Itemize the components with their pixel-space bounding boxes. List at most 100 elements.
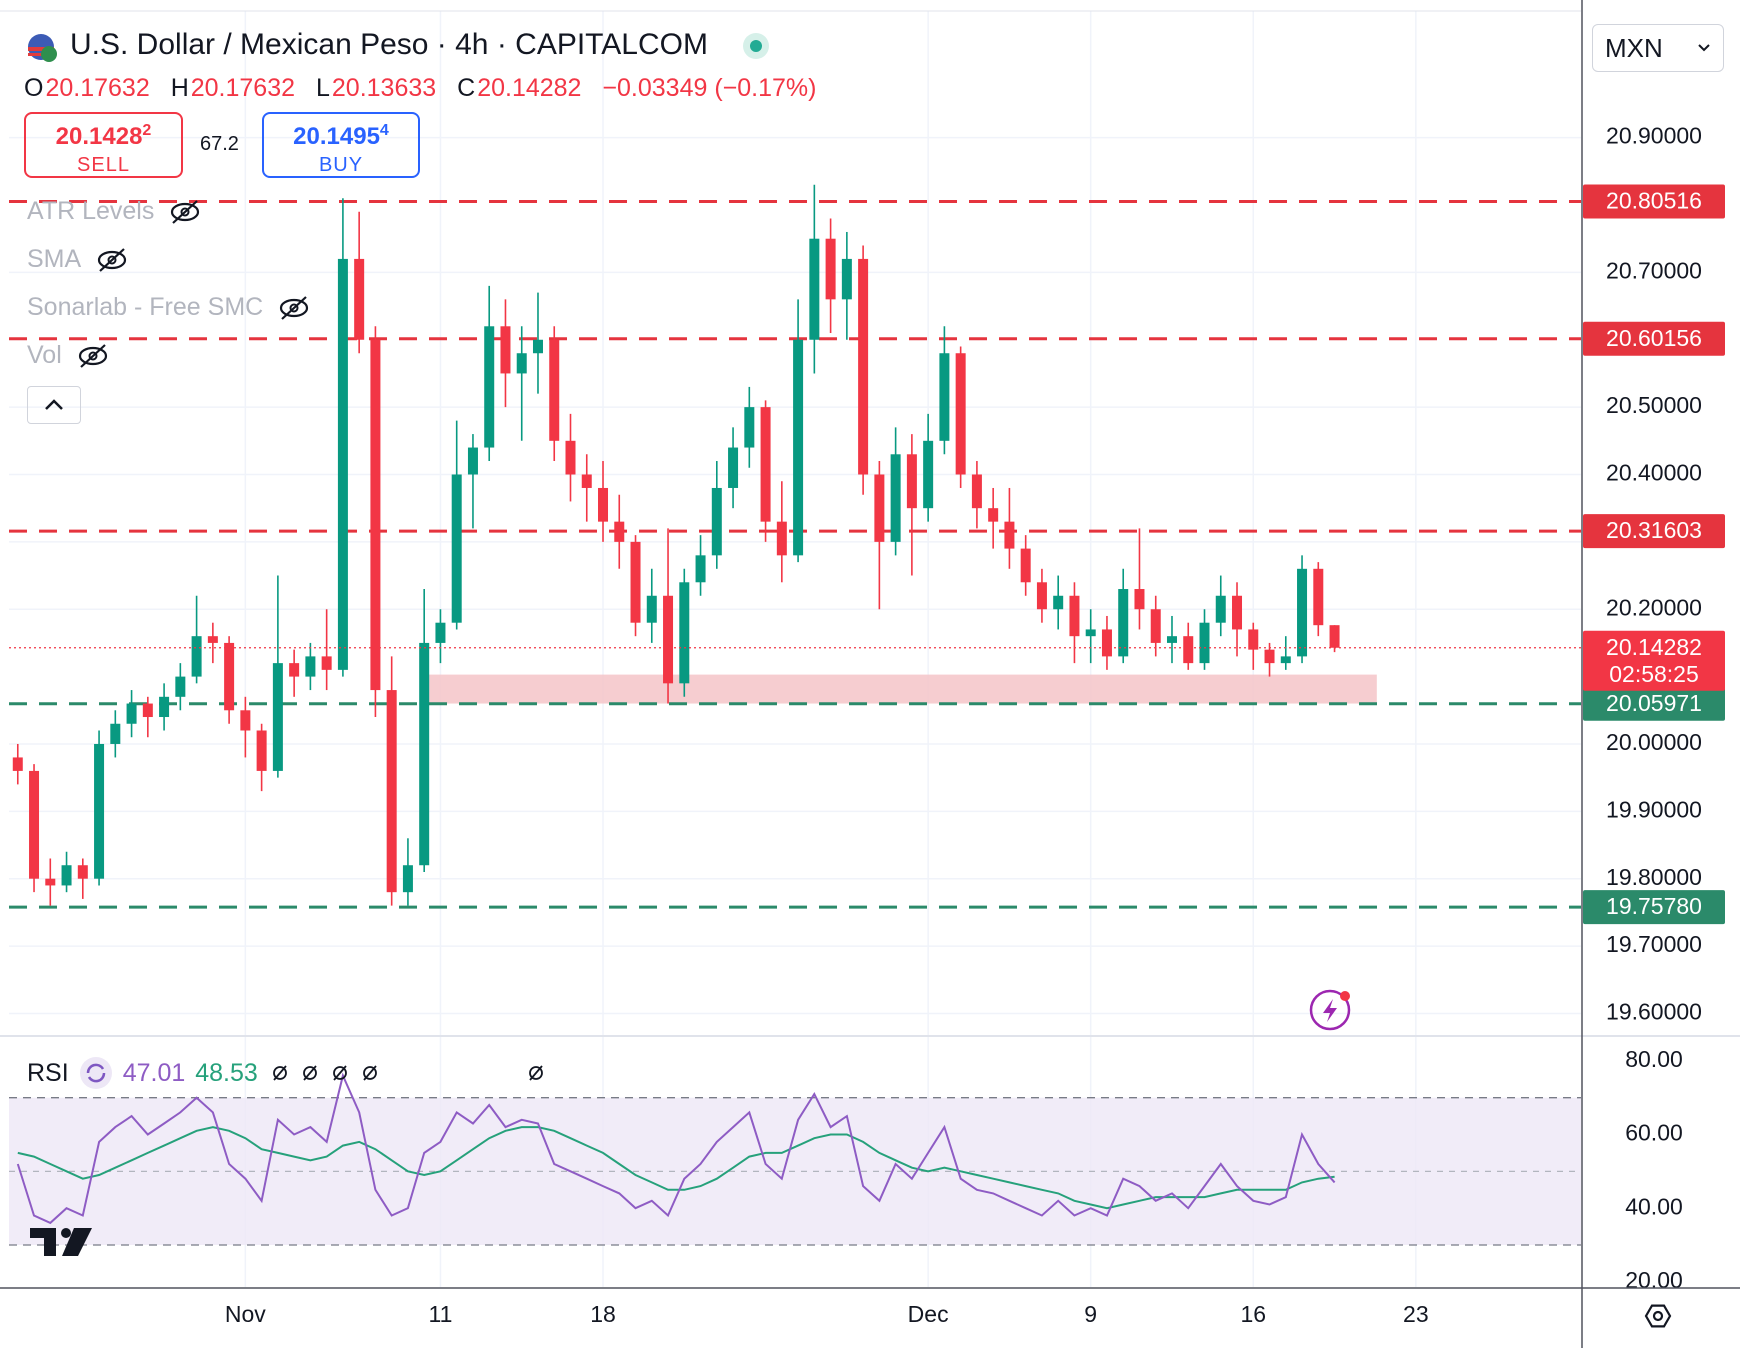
y-tick-label: 20.20000: [1606, 594, 1702, 620]
status-dot: [743, 33, 770, 60]
candle-body: [289, 663, 300, 677]
candle-body: [630, 541, 641, 623]
ohlc-value: 20.14282: [477, 74, 582, 102]
indicator-row[interactable]: Vol: [27, 341, 110, 370]
hidden-icon[interactable]: [95, 246, 129, 274]
candle-body: [516, 353, 527, 374]
ohlc-key: C: [457, 74, 476, 102]
hidden-icon[interactable]: [76, 342, 110, 370]
currency-select[interactable]: MXN: [1592, 24, 1724, 72]
buy-button[interactable]: 20.14954 BUY: [262, 112, 420, 178]
level-badge-label: 20.05971: [1606, 690, 1702, 716]
x-tick-label: Nov: [225, 1301, 266, 1327]
alert-icon[interactable]: [1309, 989, 1351, 1031]
indicator-row[interactable]: SMA: [27, 245, 129, 274]
x-tick-label: 18: [590, 1301, 616, 1327]
candle-body: [305, 656, 316, 677]
rsi-line: [16, 1072, 1336, 1225]
sell-pip: 2: [142, 122, 152, 139]
indicator-row[interactable]: ATR Levels: [27, 197, 202, 226]
candle-body: [1215, 595, 1226, 623]
x-tick-label: Dec: [908, 1301, 949, 1327]
level-badge: [1583, 686, 1725, 721]
y-tick-label: 20.40000: [1606, 460, 1702, 486]
hidden-icon[interactable]: [277, 294, 311, 322]
candle-body: [1118, 589, 1129, 657]
candle-body: [695, 555, 706, 583]
candle-body: [175, 676, 186, 697]
collapse-button[interactable]: [27, 386, 81, 424]
candle-body: [614, 521, 625, 542]
candle-body: [955, 353, 966, 475]
candle-body: [1313, 568, 1324, 626]
candle-body: [679, 582, 690, 684]
candle-body: [1004, 521, 1015, 549]
candle-body: [1280, 656, 1291, 664]
buy-price: 20.1495: [293, 123, 380, 150]
candle-body: [77, 865, 88, 879]
change: −0.03349 (−0.17%): [602, 74, 817, 102]
candle-body: [370, 339, 381, 691]
x-tick-label: 23: [1403, 1301, 1429, 1327]
rsi-tick-label: 80.00: [1625, 1046, 1683, 1072]
indicator-name: Sonarlab - Free SMC: [27, 293, 264, 321]
candle-body: [29, 770, 40, 879]
settings-button[interactable]: [1644, 1304, 1672, 1328]
indicator-name: Vol: [27, 341, 62, 369]
ohlc-key: L: [315, 74, 330, 102]
candle-body: [484, 326, 495, 448]
candle-body: [825, 238, 836, 300]
ohlc-value: 20.17632: [45, 74, 150, 102]
candle-body: [744, 407, 755, 448]
tv-logo: [30, 1228, 92, 1256]
x-tick-label: 16: [1240, 1301, 1266, 1327]
candle-body: [12, 757, 23, 771]
countdown: 02:58:25: [1609, 661, 1699, 687]
buy-pip: 4: [379, 122, 389, 139]
candle-body: [1199, 622, 1210, 664]
candle-body: [776, 521, 787, 556]
level-badge: [1583, 321, 1725, 356]
candle-body: [1085, 629, 1096, 637]
rsi-tick-label: 60.00: [1625, 1120, 1683, 1146]
candle-body: [971, 474, 982, 509]
rsi-icon: [79, 1057, 112, 1089]
candle-body: [874, 474, 885, 542]
candle-body: [337, 258, 348, 670]
candle-body: [1183, 636, 1194, 664]
candle-body: [386, 690, 397, 893]
candle-body: [923, 440, 934, 509]
candle-body: [224, 642, 235, 711]
candle-body: [1053, 595, 1064, 610]
candle-body: [728, 447, 739, 488]
candle-body: [207, 636, 218, 643]
currency: MXN: [1605, 32, 1663, 63]
level-badge: [1583, 184, 1725, 219]
candle-body: [646, 595, 657, 623]
candle-body: [760, 407, 771, 522]
candle-body: [1329, 625, 1340, 648]
indicator-row[interactable]: Sonarlab - Free SMC: [27, 293, 311, 322]
x-tick-label: 9: [1084, 1301, 1097, 1327]
hidden-icon[interactable]: [168, 198, 202, 226]
candle-body: [1248, 629, 1259, 650]
level-badge-label: 19.75780: [1606, 893, 1702, 919]
y-tick-label: 20.50000: [1606, 392, 1702, 418]
candle-body: [191, 636, 202, 677]
chevron-down: [1698, 44, 1710, 52]
candle-body: [663, 595, 674, 684]
rsi-line: [17, 1126, 1335, 1210]
candle-body: [532, 339, 543, 354]
y-tick-label: 20.70000: [1606, 257, 1702, 283]
y-tick-label: 19.90000: [1606, 796, 1702, 822]
x-tick-label: 11: [429, 1301, 453, 1327]
candle-body: [890, 454, 901, 542]
candle-body: [711, 487, 722, 556]
candle-body: [1264, 649, 1275, 664]
level-badge-label: 20.60156: [1606, 325, 1702, 351]
ohlc-value: 20.17632: [190, 74, 296, 102]
zone: [427, 674, 1377, 704]
candle-body: [126, 703, 137, 724]
sell-button[interactable]: 20.14282 SELL: [24, 112, 183, 178]
